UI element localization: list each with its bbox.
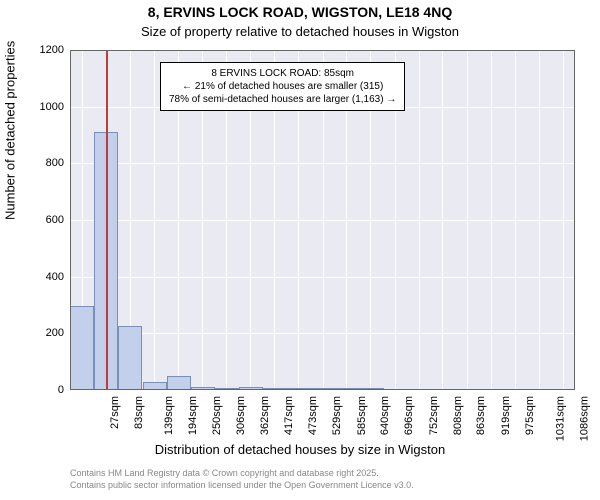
chart-title: 8, ERVINS LOCK ROAD, WIGSTON, LE18 4NQ — [0, 4, 600, 20]
x-tick-label: 250sqm — [211, 396, 223, 435]
x-tick-label: 362sqm — [259, 396, 271, 435]
x-tick-label: 1086sqm — [578, 396, 590, 441]
chart-subtitle: Size of property relative to detached ho… — [0, 24, 600, 39]
x-tick-label: 473sqm — [307, 396, 319, 435]
y-tick-label: 600 — [46, 214, 70, 226]
y-tick-label: 0 — [58, 384, 70, 396]
x-tick-label: 585sqm — [356, 396, 368, 435]
gridline-v — [154, 50, 155, 390]
x-axis-label: Distribution of detached houses by size … — [0, 442, 600, 457]
annotation-line3: 78% of semi-detached houses are larger (… — [169, 93, 396, 106]
histogram-bar — [288, 388, 312, 390]
chart-container: { "title": "8, ERVINS LOCK ROAD, WIGSTON… — [0, 0, 600, 500]
y-tick-label: 400 — [46, 271, 70, 283]
annotation-line2: ← 21% of detached houses are smaller (31… — [169, 80, 396, 93]
x-tick-label: 640sqm — [379, 396, 391, 435]
histogram-bar — [143, 382, 167, 391]
histogram-bar — [191, 387, 215, 390]
gridline-v — [539, 50, 540, 390]
x-tick-label: 863sqm — [476, 396, 488, 435]
x-tick-label: 752sqm — [428, 396, 440, 435]
annotation-line1: 8 ERVINS LOCK ROAD: 85sqm — [169, 67, 396, 80]
x-tick-label: 808sqm — [452, 396, 464, 435]
footer-line-1: Contains HM Land Registry data © Crown c… — [70, 468, 379, 478]
x-tick-label: 139sqm — [163, 396, 175, 435]
x-tick-label: 529sqm — [331, 396, 343, 435]
property-marker-line — [106, 50, 108, 390]
x-tick-label: 27sqm — [109, 396, 121, 429]
histogram-bar — [70, 306, 94, 390]
gridline-v — [419, 50, 420, 390]
plot-area: 02004006008001000120027sqm83sqm139sqm194… — [70, 50, 575, 390]
x-tick-label: 919sqm — [500, 396, 512, 435]
y-tick-label: 1000 — [40, 101, 70, 113]
x-tick-label: 1031sqm — [554, 396, 566, 441]
x-tick-label: 306sqm — [235, 396, 247, 435]
histogram-bar — [360, 388, 384, 390]
gridline-v — [515, 50, 516, 390]
histogram-bar — [118, 326, 142, 390]
footer-line-2: Contains public sector information licen… — [70, 480, 414, 490]
x-tick-label: 696sqm — [404, 396, 416, 435]
histogram-bar — [239, 387, 263, 390]
x-tick-label: 417sqm — [283, 396, 295, 435]
gridline-v — [442, 50, 443, 390]
x-tick-label: 975sqm — [524, 396, 536, 435]
x-tick-label: 83sqm — [133, 396, 145, 429]
histogram-bar — [263, 388, 287, 390]
y-axis-label: Number of detached properties — [3, 41, 18, 220]
gridline-v — [563, 50, 564, 390]
histogram-bar — [167, 376, 191, 390]
gridline-h — [70, 390, 575, 391]
y-tick-label: 1200 — [40, 44, 70, 56]
x-tick-label: 194sqm — [187, 396, 199, 435]
gridline-v — [467, 50, 468, 390]
y-tick-label: 800 — [46, 157, 70, 169]
annotation-box: 8 ERVINS LOCK ROAD: 85sqm← 21% of detach… — [160, 62, 405, 111]
histogram-bar — [336, 388, 360, 390]
histogram-bar — [312, 388, 336, 390]
gridline-v — [491, 50, 492, 390]
y-tick-label: 200 — [46, 327, 70, 339]
histogram-bar — [215, 388, 239, 390]
